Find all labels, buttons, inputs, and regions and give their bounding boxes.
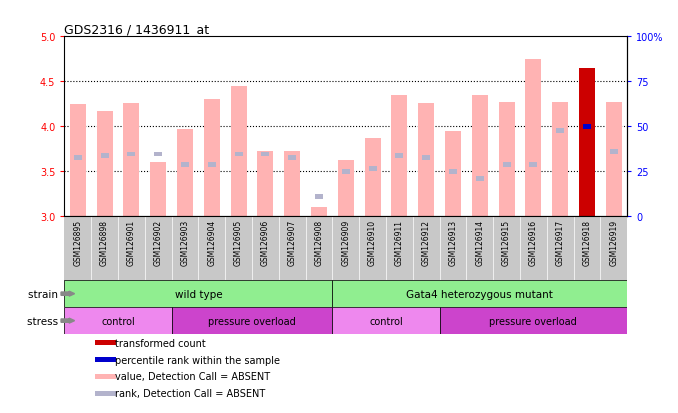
Bar <box>583 124 591 129</box>
Bar <box>552 102 568 216</box>
Text: GDS2316 / 1436911_at: GDS2316 / 1436911_at <box>64 23 210 36</box>
Bar <box>96 112 113 216</box>
Bar <box>332 307 439 334</box>
Text: pressure overload: pressure overload <box>208 316 296 326</box>
Bar <box>96 358 116 362</box>
Text: GSM126910: GSM126910 <box>368 220 377 266</box>
Text: GSM126901: GSM126901 <box>127 220 136 266</box>
Bar <box>422 156 430 161</box>
Text: control: control <box>101 316 135 326</box>
Bar <box>123 104 140 216</box>
Bar <box>439 307 627 334</box>
Text: GSM126909: GSM126909 <box>341 220 351 266</box>
Bar <box>610 150 618 154</box>
Bar <box>472 95 487 216</box>
Bar <box>365 138 380 216</box>
Bar <box>207 163 216 168</box>
Bar <box>288 156 296 161</box>
Bar <box>449 169 457 174</box>
Text: GSM126913: GSM126913 <box>448 220 458 266</box>
Text: GSM126916: GSM126916 <box>529 220 538 266</box>
Text: strain: strain <box>28 289 61 299</box>
Text: GSM126895: GSM126895 <box>73 220 82 266</box>
Text: wild type: wild type <box>174 289 222 299</box>
Text: GSM126906: GSM126906 <box>261 220 270 266</box>
Text: GSM126918: GSM126918 <box>582 220 591 266</box>
Bar <box>261 152 269 157</box>
Text: GSM126912: GSM126912 <box>422 220 431 266</box>
Bar <box>154 152 162 157</box>
Text: GSM126908: GSM126908 <box>315 220 323 266</box>
Bar <box>64 307 172 334</box>
Text: GSM126919: GSM126919 <box>610 220 618 266</box>
Text: stress: stress <box>26 316 61 326</box>
Text: GSM126903: GSM126903 <box>180 220 189 266</box>
Bar <box>605 102 622 216</box>
Text: GSM126911: GSM126911 <box>395 220 404 266</box>
Bar <box>445 131 461 216</box>
Text: GSM126904: GSM126904 <box>207 220 216 266</box>
Bar <box>498 102 515 216</box>
Bar <box>342 169 350 174</box>
Text: GSM126914: GSM126914 <box>475 220 484 266</box>
Bar <box>369 166 376 171</box>
Bar <box>181 163 189 168</box>
Bar <box>391 95 407 216</box>
Bar <box>150 163 166 216</box>
Bar <box>556 129 564 134</box>
Bar <box>231 86 247 216</box>
Bar <box>127 152 136 157</box>
Text: pressure overload: pressure overload <box>490 316 577 326</box>
Bar <box>74 156 82 161</box>
Bar <box>172 307 332 334</box>
Text: GSM126902: GSM126902 <box>154 220 163 266</box>
Bar <box>338 161 354 216</box>
Text: GSM126905: GSM126905 <box>234 220 243 266</box>
Bar <box>579 69 595 216</box>
Text: Gata4 heterozygous mutant: Gata4 heterozygous mutant <box>406 289 553 299</box>
Bar <box>64 280 332 307</box>
Bar <box>332 280 627 307</box>
Text: GSM126915: GSM126915 <box>502 220 511 266</box>
Bar <box>235 152 243 157</box>
Bar <box>96 375 116 379</box>
Bar <box>96 341 116 345</box>
Bar <box>100 154 108 159</box>
Text: GSM126907: GSM126907 <box>287 220 297 266</box>
Text: GSM126898: GSM126898 <box>100 220 109 266</box>
Bar <box>476 176 484 181</box>
Bar <box>284 152 300 216</box>
Text: value, Detection Call = ABSENT: value, Detection Call = ABSENT <box>115 372 270 382</box>
Bar <box>315 194 323 199</box>
Bar <box>258 152 273 216</box>
Text: percentile rank within the sample: percentile rank within the sample <box>115 355 280 365</box>
Bar <box>177 130 193 216</box>
Text: control: control <box>369 316 403 326</box>
Bar <box>418 104 434 216</box>
Bar <box>525 59 542 216</box>
Bar <box>502 163 511 168</box>
Bar <box>96 392 116 396</box>
Text: GSM126917: GSM126917 <box>556 220 565 266</box>
Bar <box>530 163 538 168</box>
Bar <box>70 104 86 216</box>
Text: rank, Detection Call = ABSENT: rank, Detection Call = ABSENT <box>115 389 265 399</box>
Bar <box>311 207 327 216</box>
Bar <box>204 100 220 216</box>
Text: transformed count: transformed count <box>115 338 206 348</box>
Bar <box>395 154 403 159</box>
